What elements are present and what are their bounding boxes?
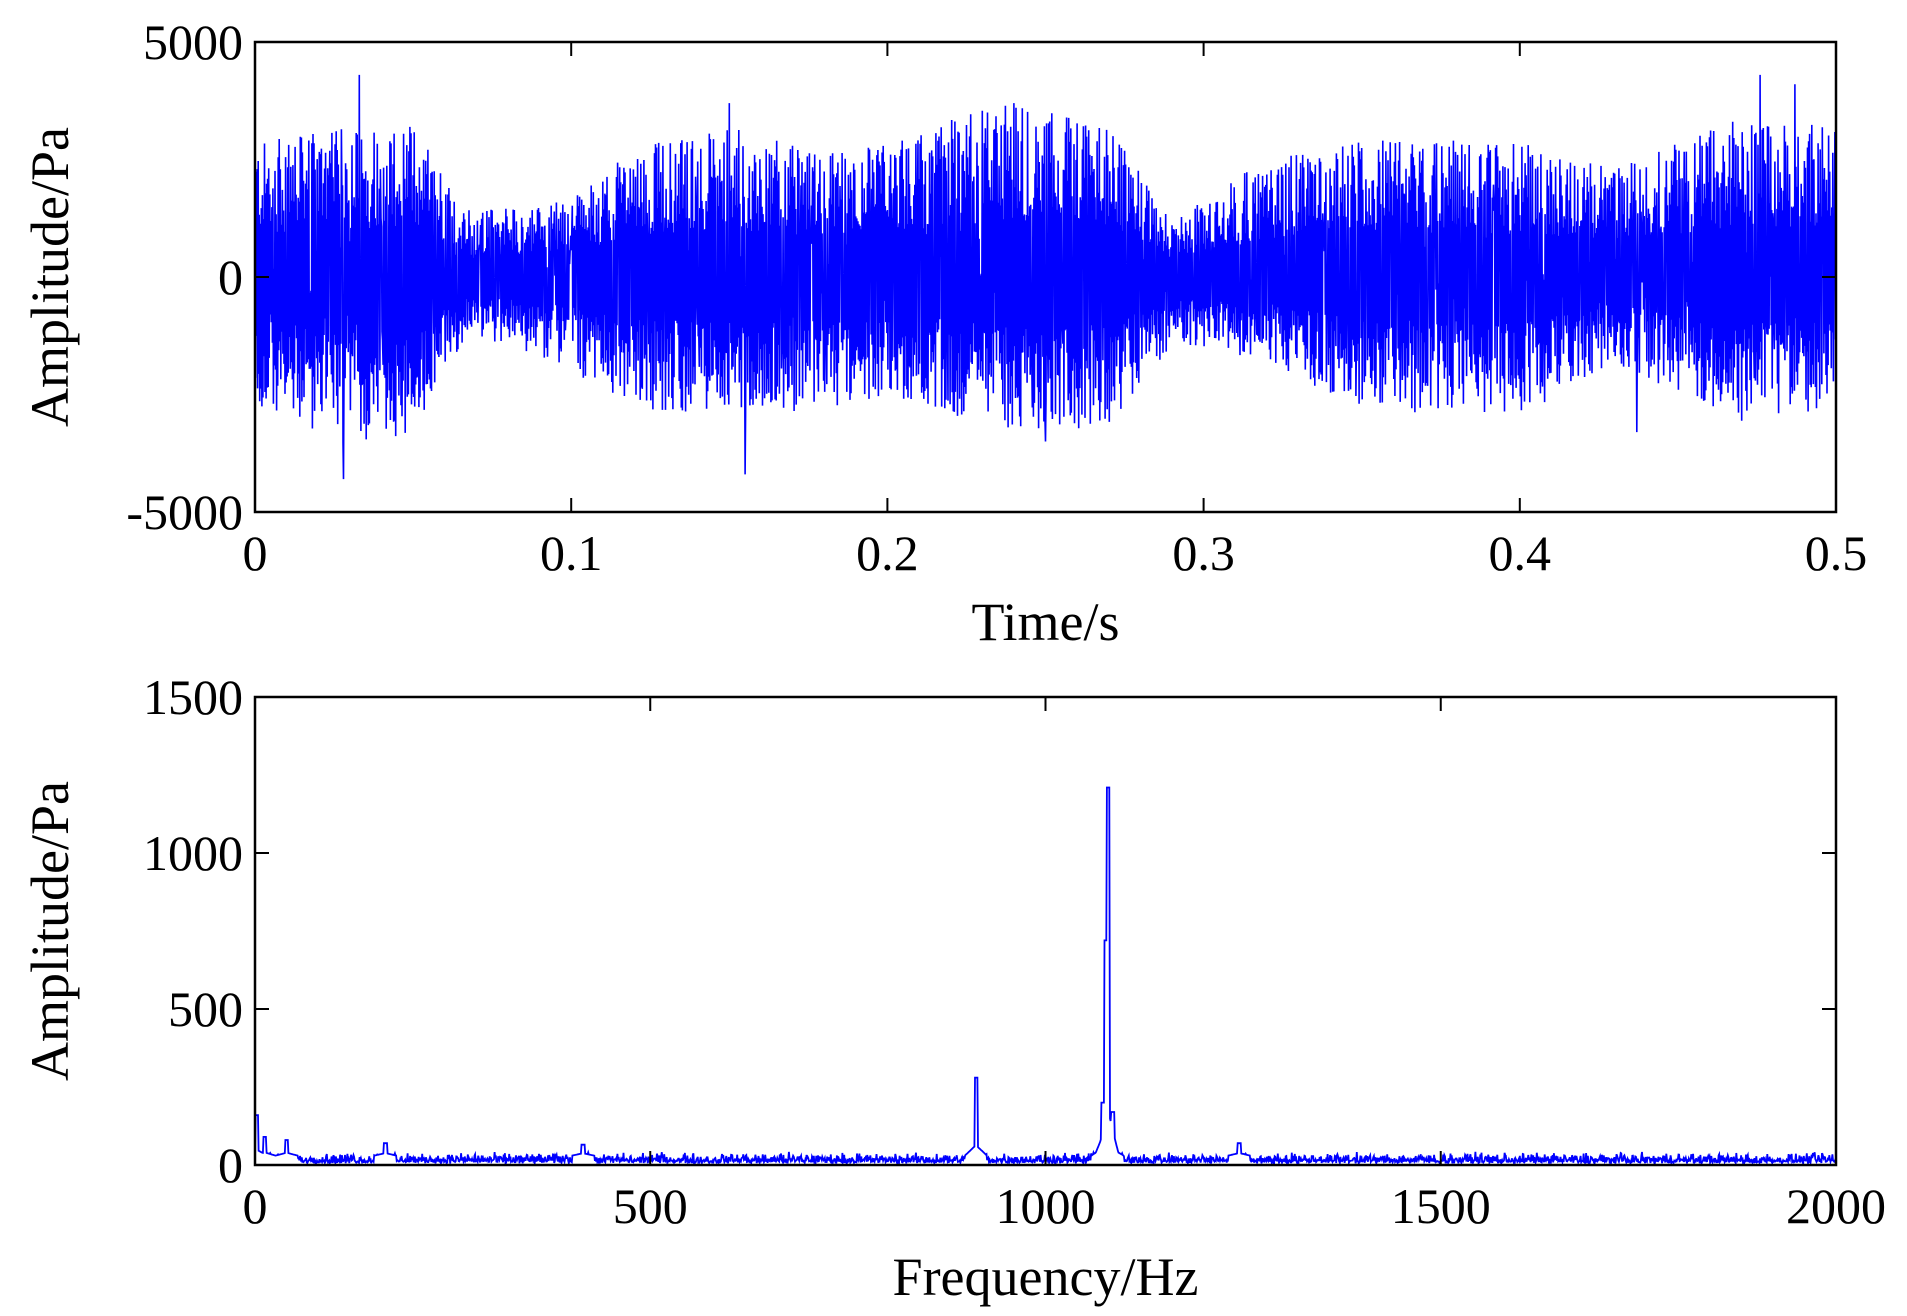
frequency-y-axis-label: Amplitude/Pa: [20, 781, 80, 1081]
y-tick-label: 500: [168, 981, 243, 1037]
y-tick-label: 1500: [143, 669, 243, 725]
y-tick-label: 1000: [143, 825, 243, 881]
x-tick-label: 0.5: [1805, 525, 1868, 581]
x-tick-label: 1000: [996, 1178, 1096, 1234]
frequency-domain-axes: 0 500 1000 1500 2000 0 500 1000 1500: [143, 669, 1886, 1234]
frequency-domain-panel: 0 500 1000 1500 2000 0 500 1000 1500 Frequency/H…: [20, 669, 1886, 1307]
x-tick-label: 0: [243, 525, 268, 581]
x-tick-label: 2000: [1786, 1178, 1886, 1234]
x-tick-label: 0.2: [856, 525, 919, 581]
time-signal-line: [255, 74, 1836, 480]
y-tick-label: 0: [218, 1137, 243, 1193]
y-tick-label: 0: [218, 249, 243, 305]
x-tick-label: 500: [613, 1178, 688, 1234]
x-tick-label: 0.1: [540, 525, 603, 581]
time-y-axis-label: Amplitude/Pa: [20, 127, 80, 427]
frequency-x-axis-label: Frequency/Hz: [893, 1247, 1199, 1307]
x-tick-label: 0: [243, 1178, 268, 1234]
time-domain-plot-area: [255, 74, 1836, 480]
time-x-axis-label: Time/s: [971, 592, 1119, 652]
y-tick-label: 5000: [143, 14, 243, 70]
x-tick-label: 0.4: [1489, 525, 1552, 581]
y-tick-label: -5000: [126, 484, 243, 540]
x-tick-label: 0.3: [1172, 525, 1235, 581]
x-tick-label: 1500: [1391, 1178, 1491, 1234]
